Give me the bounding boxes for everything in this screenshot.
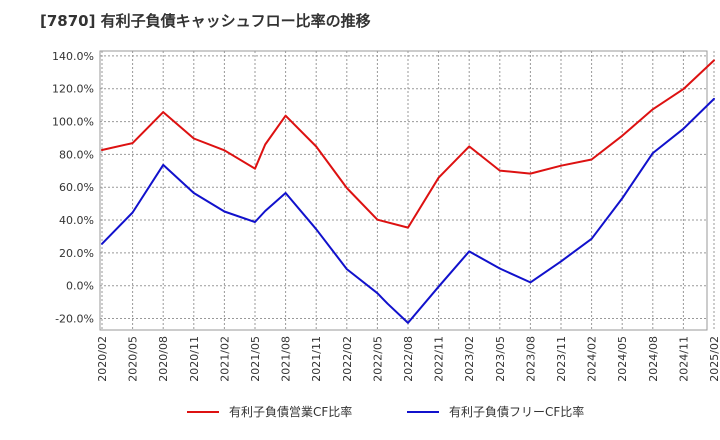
x-tick-label: 2021/11 — [310, 336, 323, 382]
x-tick-label: 2021/02 — [218, 336, 231, 382]
x-tick-label: 2023/05 — [494, 336, 507, 382]
x-tick-label: 2020/08 — [157, 336, 170, 382]
y-axis-ticks: 140.0% 120.0% 100.0% 80.0% 60.0% 40.0% 20.0% 0.… — [52, 50, 94, 326]
series-layer — [101, 59, 715, 324]
y-tick-label: 120.0% — [52, 83, 94, 96]
x-tick-label: 2020/05 — [127, 336, 140, 382]
series-line-1 — [101, 59, 715, 229]
x-tick-label: 2024/02 — [586, 336, 599, 382]
x-tick-label: 2023/02 — [463, 336, 476, 382]
legend-label-1: 有利子負債営業CF比率 — [229, 404, 352, 419]
x-tick-label: 2024/05 — [616, 336, 629, 382]
legend: 有利子負債営業CF比率 有利子負債フリーCF比率 — [187, 404, 584, 419]
y-tick-label: 140.0% — [52, 50, 94, 63]
grid-layer — [100, 51, 715, 330]
x-tick-label: 2022/11 — [433, 336, 446, 382]
x-tick-label: 2024/11 — [677, 336, 690, 382]
y-tick-label: 0.0% — [66, 280, 94, 293]
x-tick-label: 2024/08 — [647, 336, 660, 382]
y-tick-label: 20.0% — [59, 247, 94, 260]
y-tick-label: -20.0% — [55, 313, 94, 326]
x-tick-label: 2021/08 — [280, 336, 293, 382]
chart-title: [7870] 有利子負債キャッシュフロー比率の推移 — [40, 12, 371, 30]
x-tick-label: 2023/11 — [555, 336, 568, 382]
legend-label-2: 有利子負債フリーCF比率 — [449, 404, 584, 419]
x-tick-label: 2022/02 — [341, 336, 354, 382]
plot-area-border — [99, 50, 708, 331]
y-tick-label: 40.0% — [59, 214, 94, 227]
y-tick-label: 60.0% — [59, 181, 94, 194]
x-tick-label: 2020/11 — [188, 336, 201, 382]
x-tick-label: 2023/08 — [524, 336, 537, 382]
y-tick-label: 80.0% — [59, 148, 94, 161]
x-tick-label: 2020/02 — [96, 336, 109, 382]
x-tick-label: 2022/05 — [371, 336, 384, 382]
x-tick-label: 2022/08 — [402, 336, 415, 382]
x-tick-label: 2025/02 — [708, 336, 720, 382]
x-axis-ticks: 2020/02 2020/05 2020/08 2020/11 2021/02 2021/… — [96, 336, 720, 382]
y-tick-label: 100.0% — [52, 116, 94, 129]
series-line-2 — [101, 97, 715, 324]
x-tick-label: 2021/05 — [249, 336, 262, 382]
